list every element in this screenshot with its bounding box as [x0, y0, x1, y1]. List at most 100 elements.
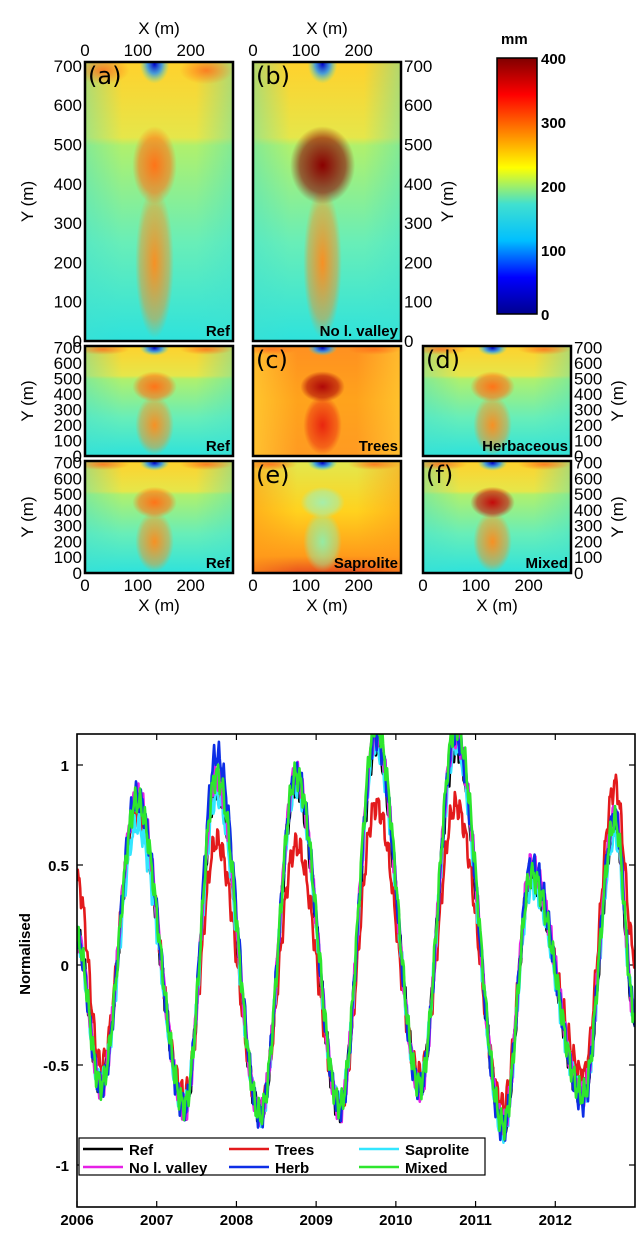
- x-tick-label: 2012: [539, 1212, 572, 1229]
- outlet: [307, 62, 338, 84]
- panel-label: Herbaceous: [482, 438, 568, 455]
- x-tick-label: 100: [124, 41, 152, 60]
- map-field: [85, 461, 233, 573]
- map-field: [423, 346, 571, 456]
- map-panel-a: (a) Ref: [83, 60, 235, 343]
- colorbar-unit: mm: [501, 31, 528, 48]
- y-tick-label: 200: [54, 532, 82, 551]
- y-tick-label: 300: [54, 517, 82, 536]
- hotspot: [253, 346, 298, 355]
- panel-letter: (d): [426, 346, 460, 374]
- colorbar-bar: [496, 57, 538, 315]
- y-tick-label: 400: [404, 175, 432, 194]
- panel-letter: (a): [88, 62, 121, 90]
- x-axis-label: X (m): [306, 19, 348, 38]
- y-tick-label: 300: [574, 517, 602, 536]
- x-tick-label: 0: [418, 576, 427, 595]
- plot-frame: [76, 733, 636, 1208]
- hotspot: [517, 461, 571, 470]
- x-tick-label: 100: [292, 576, 320, 595]
- map-field: [85, 62, 233, 341]
- map-field: [423, 461, 571, 573]
- outlet: [307, 461, 338, 471]
- hotspot: [517, 346, 571, 355]
- y-tick-label: 300: [54, 214, 82, 233]
- hotspot: [253, 461, 298, 470]
- hotspot: [423, 346, 468, 355]
- valley-lower: [135, 511, 174, 572]
- panel-label: Trees: [359, 438, 398, 455]
- y-tick-label: 100: [404, 293, 432, 312]
- y-tick-label: 400: [54, 175, 82, 194]
- y-axis-label: Y (m): [18, 181, 37, 222]
- y-tick-label: 500: [574, 370, 602, 389]
- x-tick-label: 2010: [379, 1212, 412, 1229]
- x-axis-label: X (m): [138, 19, 180, 38]
- map-field: [253, 346, 401, 456]
- map-field: [253, 62, 401, 341]
- valley-lower: [303, 395, 342, 455]
- series-lines: [77, 734, 635, 1144]
- map-panels: (a) Ref (b) No l. valley Ref (c) Trees (d) Herba…: [18, 19, 627, 615]
- x-tick-label: 200: [177, 576, 205, 595]
- outlet: [307, 346, 338, 356]
- legend-label: Herb: [275, 1160, 309, 1177]
- hotspot: [179, 62, 233, 85]
- valley-upper: [300, 371, 345, 403]
- y-tick-label: 600: [54, 96, 82, 115]
- x-tick-label: 2006: [60, 1212, 93, 1229]
- panel-letter: (f): [426, 461, 453, 489]
- outlet: [139, 461, 170, 471]
- legend-label: No l. valley: [129, 1160, 208, 1177]
- y-tick-label: 200: [574, 532, 602, 551]
- x-tick-label: 0: [248, 41, 257, 60]
- valley-lower: [303, 511, 342, 572]
- outlet: [477, 461, 508, 471]
- y-tick-label: 400: [54, 385, 82, 404]
- panel-frame: [83, 344, 235, 458]
- y-axis-label: Y (m): [608, 496, 627, 537]
- y-tick-label: 0: [61, 958, 69, 975]
- valley-lower: [473, 395, 512, 455]
- x-axis-label: X (m): [306, 596, 348, 615]
- map-panel-a3: Ref: [83, 459, 235, 575]
- panel-frame: [421, 344, 573, 458]
- valley-upper: [132, 371, 177, 403]
- legend-label: Ref: [129, 1142, 154, 1159]
- x-tick-label: 0: [80, 576, 89, 595]
- y-tick-label: 0: [73, 332, 82, 351]
- y-tick-label: 700: [574, 339, 602, 358]
- x-tick-label: 100: [292, 41, 320, 60]
- y-tick-label: 200: [404, 253, 432, 272]
- hotspot: [179, 461, 233, 470]
- x-tick-label: 2007: [140, 1212, 173, 1229]
- y-tick-label: -1: [56, 1158, 69, 1175]
- y-tick-label: 200: [54, 416, 82, 435]
- x-tick-label: 0: [80, 41, 89, 60]
- valley-lower: [135, 187, 174, 339]
- valley-upper: [470, 486, 515, 519]
- y-tick-label: 100: [54, 293, 82, 312]
- colorbar-tick-label: 0: [541, 307, 549, 324]
- y-tick-label: 0: [404, 332, 413, 351]
- y-tick-label: 700: [54, 339, 82, 358]
- y-axis-label: Y (m): [608, 380, 627, 421]
- y-axis-label: Y (m): [18, 380, 37, 421]
- y-axis-label: Y (m): [18, 496, 37, 537]
- hotspot: [85, 62, 130, 85]
- y-tick-label: 0: [73, 447, 82, 466]
- y-tick-label: 700: [574, 454, 602, 473]
- panel-label: Saprolite: [334, 555, 398, 572]
- y-tick-label: 600: [574, 354, 602, 373]
- legend-label: Trees: [275, 1142, 314, 1159]
- panel-frame: [83, 60, 235, 343]
- y-tick-label: 100: [574, 432, 602, 451]
- panel-letter: (b): [256, 62, 290, 90]
- y-tick-label: 0: [73, 564, 82, 583]
- outlet: [477, 346, 508, 356]
- map-panel-a2: Ref: [83, 344, 235, 458]
- y-tick-label: -0.5: [43, 1058, 69, 1075]
- x-axis-label: X (m): [476, 596, 518, 615]
- map-field: [85, 346, 233, 456]
- timeseries-chart: -1 -0.5 0 0.5 1 Normalised 2006 2007 2008 2009 201…: [17, 733, 636, 1229]
